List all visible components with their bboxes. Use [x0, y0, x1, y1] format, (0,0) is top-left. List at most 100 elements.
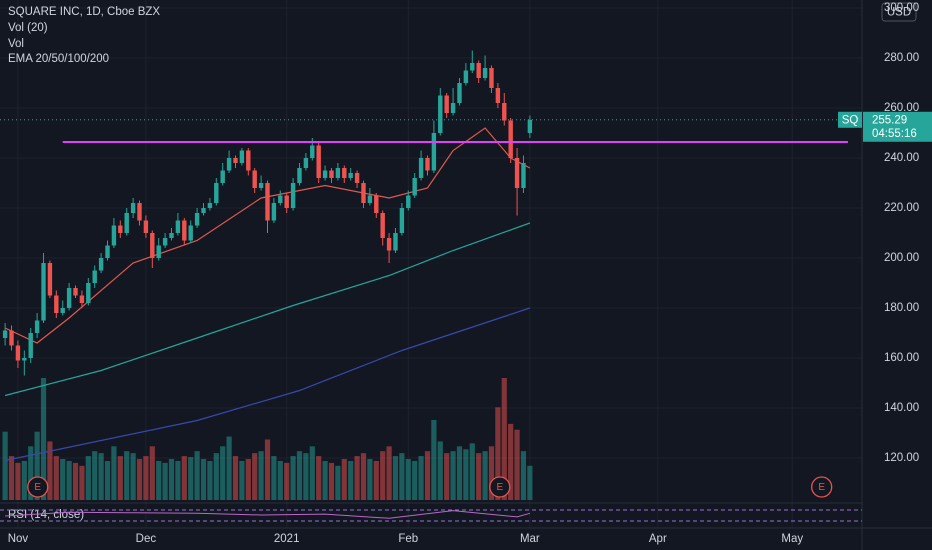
symbol-label: SQ	[842, 114, 859, 126]
volume-bar	[2, 431, 8, 500]
ema-line	[4, 222, 531, 397]
candle-body	[175, 220, 181, 233]
candle-body	[342, 168, 347, 178]
volume-bar	[495, 407, 501, 500]
event-marker	[811, 476, 833, 498]
candle-body	[246, 150, 251, 171]
candle-body	[284, 195, 289, 208]
volume-bar	[117, 456, 123, 500]
x-tick-label: Feb	[398, 533, 418, 545]
candle-body	[322, 170, 328, 178]
candle-body	[34, 320, 40, 333]
countdown-label: 04:55:16	[872, 128, 917, 140]
volume-bar	[514, 429, 520, 500]
volume-bar	[188, 457, 194, 500]
candle-body	[22, 358, 27, 361]
volume-bar	[258, 451, 264, 500]
candle-body	[329, 170, 334, 178]
ema-line	[4, 127, 531, 344]
volume-bar	[92, 451, 98, 500]
candle-body	[310, 145, 315, 158]
volume-bar	[239, 460, 245, 500]
candle-body	[406, 195, 411, 208]
candle-body	[502, 103, 507, 121]
candle-body	[60, 308, 65, 313]
currency-badge[interactable]	[881, 2, 917, 22]
indicator-label: Vol (20)	[8, 22, 48, 34]
volume-bar	[175, 460, 181, 500]
volume-bar	[162, 462, 168, 500]
x-tick-label: Dec	[136, 533, 157, 545]
volume-bar	[124, 451, 130, 500]
price-tag	[863, 111, 932, 142]
volume-bar	[335, 465, 341, 500]
volume-bar	[386, 446, 392, 500]
candle-body	[393, 233, 398, 251]
volume-bar	[437, 441, 443, 500]
candle-body	[476, 63, 481, 78]
x-tick-label: Apr	[649, 533, 667, 545]
volume-bar	[341, 459, 347, 500]
volume-bar	[149, 446, 155, 500]
volume-bar	[463, 449, 469, 500]
candle-body	[130, 203, 136, 213]
volume-bar	[200, 459, 207, 500]
volume-bar	[360, 453, 367, 500]
candle-body	[92, 270, 97, 283]
candle-body	[86, 283, 91, 303]
event-label: E	[34, 482, 41, 493]
volume-bar	[156, 460, 162, 500]
candle-body	[188, 225, 193, 241]
volume-bar	[424, 451, 431, 500]
price-axis	[862, 0, 932, 550]
price-label: 255.29	[872, 114, 907, 126]
volume-bar	[98, 453, 104, 500]
candle-body	[54, 295, 59, 313]
candle-body	[450, 103, 456, 113]
candle-body	[150, 233, 155, 258]
y-tick-label: 200.00	[884, 252, 919, 264]
candle-body	[425, 158, 430, 171]
candle-body	[220, 170, 225, 183]
candle-body	[118, 225, 123, 233]
volume-bar	[85, 456, 91, 500]
candle-body	[412, 178, 417, 196]
candle-body	[380, 213, 385, 238]
candle-body	[271, 203, 277, 221]
candle-body	[367, 195, 373, 203]
y-tick-label: 140.00	[884, 402, 919, 414]
volume-bar	[296, 451, 303, 500]
x-tick-label: May	[781, 533, 803, 545]
volume-bar	[501, 378, 507, 500]
candle-body	[444, 95, 449, 113]
candle-body	[438, 95, 443, 133]
volume-bar	[8, 456, 15, 500]
candle-body	[252, 170, 257, 188]
volume-bar	[469, 443, 475, 500]
volume-bar	[53, 456, 59, 500]
candle-body	[258, 183, 264, 188]
volume-bar	[47, 441, 53, 500]
candle-body	[386, 238, 392, 251]
volume-bar	[303, 453, 309, 500]
volume-bar	[213, 453, 219, 500]
volume-bar	[444, 453, 450, 500]
volume-bar	[34, 431, 40, 500]
volume-bar	[392, 456, 399, 500]
candle-body	[233, 158, 238, 163]
volume-bar	[527, 465, 533, 500]
volume-bar	[316, 456, 322, 500]
candle-body	[239, 150, 245, 163]
volume-bar	[284, 462, 290, 500]
volume-bar	[245, 459, 251, 500]
volume-bar	[66, 460, 72, 500]
volume-bar	[488, 446, 495, 500]
volume-bar	[40, 378, 47, 500]
candle-body	[316, 145, 321, 178]
candle-body	[124, 213, 129, 233]
y-tick-label: 300.00	[884, 2, 919, 14]
candle-body	[73, 288, 78, 296]
volume-bar	[476, 453, 482, 500]
candle-body	[418, 158, 424, 178]
